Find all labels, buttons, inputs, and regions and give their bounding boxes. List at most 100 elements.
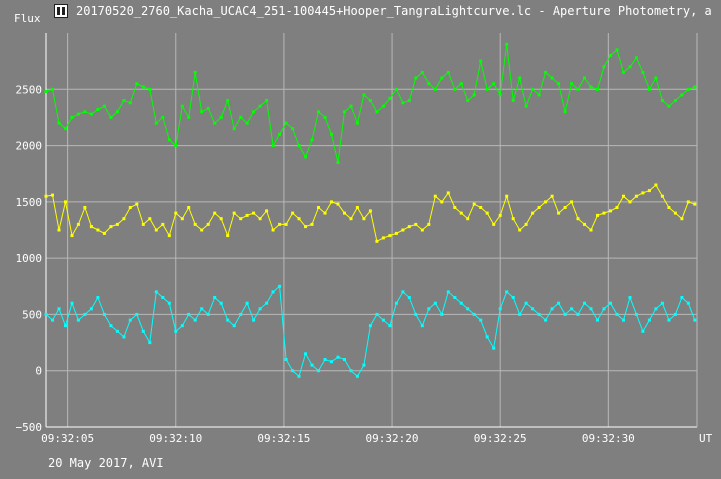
data-point bbox=[148, 341, 152, 345]
data-point bbox=[401, 290, 405, 294]
tangra-app-icon[interactable] bbox=[54, 4, 68, 18]
data-point bbox=[232, 211, 236, 215]
data-point bbox=[686, 200, 690, 204]
data-point bbox=[401, 101, 405, 105]
y-axis-label: Flux bbox=[14, 12, 41, 25]
data-point bbox=[193, 222, 197, 226]
data-point bbox=[472, 93, 476, 97]
y-tick-label: 1000 bbox=[16, 252, 43, 265]
data-point bbox=[310, 222, 314, 226]
data-point bbox=[602, 211, 606, 215]
data-point bbox=[576, 87, 580, 91]
data-point bbox=[330, 132, 333, 136]
data-point bbox=[141, 85, 145, 89]
data-point bbox=[647, 318, 651, 322]
data-point bbox=[180, 324, 184, 328]
data-point bbox=[505, 42, 509, 46]
data-point bbox=[349, 369, 353, 373]
data-point bbox=[96, 296, 100, 299]
data-point bbox=[388, 96, 392, 100]
data-point bbox=[693, 202, 697, 206]
data-point bbox=[161, 115, 165, 119]
data-point bbox=[602, 65, 606, 69]
data-point bbox=[524, 222, 528, 226]
data-point bbox=[323, 358, 327, 361]
data-point bbox=[686, 87, 690, 91]
data-point bbox=[427, 222, 431, 226]
data-point bbox=[401, 228, 405, 232]
data-point bbox=[466, 99, 470, 102]
data-point bbox=[596, 213, 599, 217]
data-point bbox=[291, 211, 295, 215]
x-tick-label: 09:32:05 bbox=[41, 432, 94, 445]
data-point bbox=[135, 202, 139, 206]
data-point bbox=[323, 211, 327, 215]
data-point bbox=[479, 59, 483, 63]
x-tick-label: 09:32:25 bbox=[474, 432, 527, 445]
data-point bbox=[498, 93, 502, 97]
data-point bbox=[76, 222, 80, 226]
data-point bbox=[492, 82, 496, 86]
data-point bbox=[128, 206, 132, 209]
data-point bbox=[89, 225, 93, 229]
data-point bbox=[394, 231, 398, 235]
data-point bbox=[472, 312, 476, 316]
data-point bbox=[407, 225, 411, 229]
data-point bbox=[154, 121, 158, 125]
data-point bbox=[550, 194, 554, 198]
series-1 bbox=[44, 42, 697, 164]
series-layer bbox=[44, 42, 697, 378]
window-titlebar: 20170520_2760_Kacha_UCAC4_251-100445+Hoo… bbox=[0, 0, 721, 24]
data-point bbox=[498, 213, 502, 217]
data-point bbox=[622, 318, 625, 322]
data-point bbox=[239, 217, 243, 221]
data-point bbox=[531, 211, 535, 215]
data-point bbox=[245, 121, 249, 125]
data-point bbox=[492, 222, 496, 226]
data-point bbox=[622, 70, 625, 74]
data-point bbox=[596, 318, 599, 322]
series-3 bbox=[44, 284, 697, 378]
data-point bbox=[531, 87, 535, 91]
data-point bbox=[583, 76, 586, 80]
data-point bbox=[414, 312, 418, 316]
data-point bbox=[576, 312, 580, 316]
data-point bbox=[343, 211, 346, 215]
data-point bbox=[226, 318, 230, 322]
data-point bbox=[667, 206, 671, 209]
y-tick-label: 2000 bbox=[16, 140, 43, 153]
data-point bbox=[381, 318, 385, 322]
y-tick-label: 1500 bbox=[16, 196, 43, 209]
data-point bbox=[239, 312, 243, 316]
data-point bbox=[252, 110, 256, 114]
data-point bbox=[557, 82, 561, 86]
data-point bbox=[291, 127, 295, 131]
data-point bbox=[252, 211, 256, 215]
y-tick-label: −500 bbox=[16, 421, 43, 434]
data-point bbox=[453, 206, 457, 209]
data-point bbox=[64, 324, 67, 328]
data-point bbox=[343, 358, 346, 361]
data-point bbox=[148, 87, 152, 91]
data-point bbox=[102, 104, 106, 108]
data-point bbox=[180, 104, 184, 108]
data-point bbox=[368, 324, 372, 328]
data-point bbox=[64, 200, 67, 204]
y-tick-label: 2500 bbox=[16, 83, 43, 96]
data-point bbox=[271, 228, 275, 232]
data-point bbox=[660, 301, 664, 305]
data-point bbox=[407, 99, 411, 102]
data-point bbox=[381, 236, 385, 240]
data-point bbox=[44, 90, 48, 93]
data-point bbox=[511, 217, 515, 221]
data-point bbox=[161, 296, 165, 299]
data-point bbox=[609, 54, 612, 57]
data-point bbox=[446, 290, 450, 294]
data-point bbox=[336, 355, 340, 359]
data-point bbox=[459, 211, 463, 215]
data-point bbox=[70, 115, 74, 119]
data-point bbox=[660, 194, 664, 198]
data-point bbox=[537, 312, 541, 316]
data-point bbox=[602, 307, 606, 311]
